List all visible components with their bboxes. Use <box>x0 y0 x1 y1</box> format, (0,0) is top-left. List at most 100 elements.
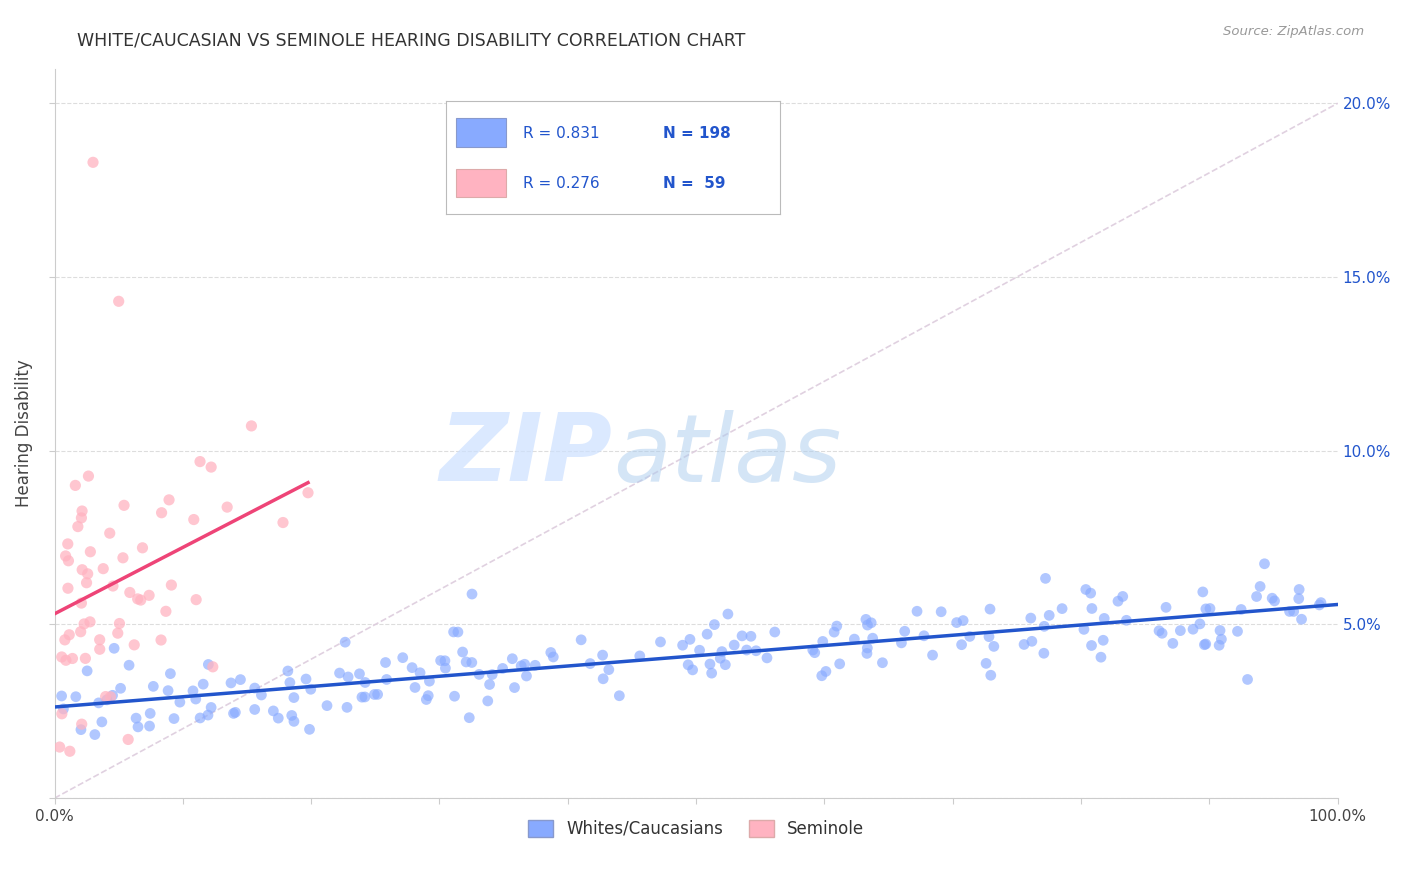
Point <box>79 615 101 629</box>
Point <box>415 692 437 706</box>
Point <box>363 688 385 702</box>
Point <box>51 706 73 721</box>
Point <box>404 681 426 695</box>
Point <box>1246 590 1268 604</box>
Point <box>181 684 204 698</box>
Point <box>1092 611 1115 625</box>
Point <box>201 660 224 674</box>
Point <box>316 698 339 713</box>
Point <box>243 681 266 695</box>
Point <box>418 689 440 703</box>
Point <box>76 575 98 590</box>
Point <box>188 711 211 725</box>
Point <box>217 500 239 515</box>
Point <box>70 563 93 577</box>
Point <box>73 616 96 631</box>
Point <box>763 625 786 640</box>
Point <box>250 688 273 702</box>
Point <box>1308 598 1330 612</box>
Point <box>349 666 371 681</box>
Point <box>1050 601 1073 615</box>
Point <box>48 740 70 755</box>
Point <box>107 294 129 309</box>
Point <box>740 629 762 643</box>
Point <box>510 658 533 673</box>
Point <box>811 634 834 648</box>
Point <box>952 614 974 628</box>
Point <box>56 581 79 595</box>
Point <box>689 643 711 657</box>
Point <box>1182 622 1205 636</box>
Point <box>905 604 928 618</box>
Point <box>336 700 359 714</box>
Point <box>150 633 173 648</box>
Point <box>974 657 997 671</box>
Point <box>110 681 132 696</box>
Point <box>1081 601 1104 615</box>
Point <box>283 714 305 729</box>
Point <box>569 632 592 647</box>
Point <box>409 665 432 680</box>
Point <box>803 646 825 660</box>
Point <box>155 604 177 618</box>
Point <box>1035 571 1057 585</box>
Point <box>671 638 693 652</box>
Point <box>950 638 973 652</box>
Point <box>127 591 149 606</box>
Point <box>76 566 98 581</box>
Point <box>101 689 124 703</box>
Point <box>160 578 183 592</box>
Point <box>138 719 160 733</box>
Point <box>481 667 503 681</box>
Point <box>56 537 79 551</box>
Point <box>83 728 105 742</box>
Text: atlas: atlas <box>613 409 841 500</box>
Point <box>222 706 245 721</box>
Point <box>117 732 139 747</box>
Point <box>723 638 745 652</box>
Point <box>1230 602 1253 616</box>
Point <box>337 670 360 684</box>
Point <box>451 645 474 659</box>
Point <box>280 708 302 723</box>
Point <box>429 654 451 668</box>
Point <box>983 640 1005 654</box>
Point <box>96 693 118 707</box>
Point <box>699 657 721 671</box>
Point <box>714 657 737 672</box>
Point <box>1038 608 1060 623</box>
Point <box>1309 596 1331 610</box>
Point <box>271 516 294 530</box>
Point <box>468 667 491 681</box>
Point <box>1032 646 1054 660</box>
Point <box>1073 623 1095 637</box>
Point <box>855 612 877 626</box>
Point <box>458 711 481 725</box>
Point <box>1080 639 1102 653</box>
Point <box>477 694 499 708</box>
Point <box>70 717 93 731</box>
Point <box>893 624 915 639</box>
Point <box>1194 638 1216 652</box>
Point <box>628 648 651 663</box>
Point <box>262 704 284 718</box>
Point <box>921 648 943 662</box>
Point <box>461 587 484 601</box>
Point <box>1208 638 1230 652</box>
Point <box>107 626 129 640</box>
Point <box>1263 594 1285 608</box>
Point <box>193 677 215 691</box>
Point <box>58 628 80 642</box>
Point <box>184 692 207 706</box>
Point <box>478 677 501 691</box>
Point <box>70 723 93 737</box>
Point <box>76 664 98 678</box>
Point <box>101 579 124 593</box>
Point <box>295 672 318 686</box>
Text: Source: ZipAtlas.com: Source: ZipAtlas.com <box>1223 25 1364 38</box>
Point <box>1170 624 1192 638</box>
Point <box>229 673 252 687</box>
Point <box>87 696 110 710</box>
Point <box>501 651 523 665</box>
Point <box>418 674 440 689</box>
